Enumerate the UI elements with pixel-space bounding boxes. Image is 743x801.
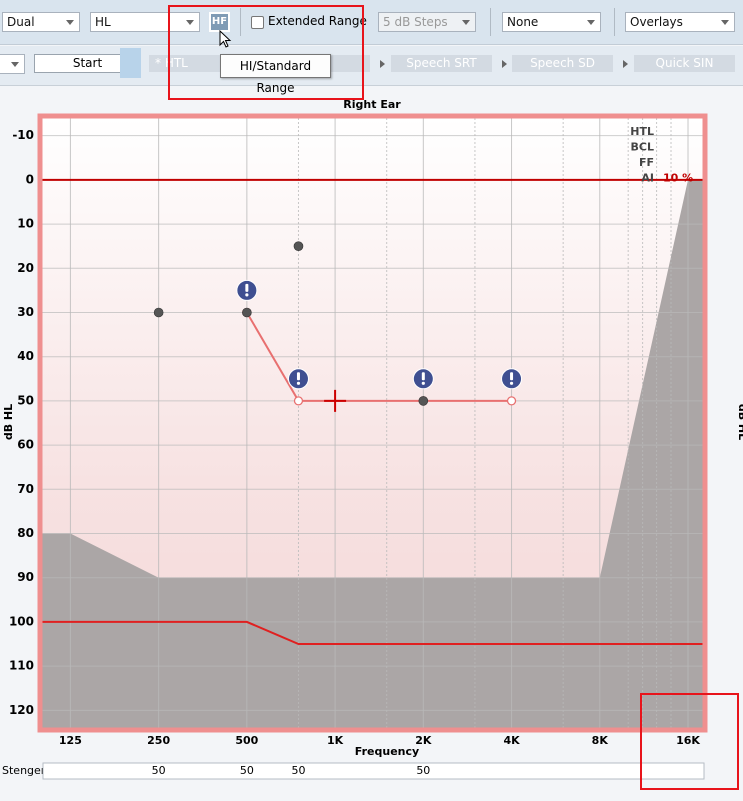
stenger-label: Stenger xyxy=(2,764,46,777)
extended-range-label[interactable]: Extended Range xyxy=(268,14,367,28)
y-tick-label: 40 xyxy=(17,349,34,363)
threshold-point xyxy=(153,307,164,318)
test-bar: Start * HTL Speech SRT Speech SD Quick S… xyxy=(0,46,743,86)
alert-glyph xyxy=(421,381,425,385)
reference-line xyxy=(42,620,703,646)
x-tick-label: 8K xyxy=(592,734,609,747)
x-tick-label: 1K xyxy=(327,734,344,747)
arrow xyxy=(380,60,385,68)
alert-glyph xyxy=(510,372,514,381)
dropdown[interactable] xyxy=(0,54,25,74)
y-tick-label: 100 xyxy=(9,614,34,628)
arrow xyxy=(502,60,507,68)
highlight-box xyxy=(640,693,739,790)
alert-glyph xyxy=(421,372,425,381)
legend-label: AI xyxy=(641,172,654,185)
alert-glyph xyxy=(296,381,301,385)
series-line xyxy=(245,311,512,402)
toolbar: Dual HL HF Extended Range 5 dB Steps Non… xyxy=(0,0,743,45)
y-tick-label: 120 xyxy=(9,703,34,717)
plot-frame xyxy=(37,113,708,733)
tab[interactable]: Speech SRT xyxy=(391,55,492,72)
x-tick-label: 16K xyxy=(676,734,700,747)
steps-dropdown: 5 dB Steps xyxy=(378,12,476,32)
tab[interactable]: Quick SIN xyxy=(634,55,735,72)
mode-dropdown[interactable]: Dual xyxy=(2,12,80,32)
alert-glyph xyxy=(296,372,300,381)
alert-glyph xyxy=(245,293,249,297)
alert-glyph xyxy=(509,381,514,385)
legend-label: BCL xyxy=(631,141,654,154)
cursor xyxy=(324,389,347,412)
y-tick-label: 110 xyxy=(9,659,34,673)
area xyxy=(42,179,703,728)
stenger-value: 50 xyxy=(416,764,430,777)
y-tick-label: 30 xyxy=(17,305,34,319)
stenger-value: 50 xyxy=(152,764,166,777)
y-axis-label: dB HL xyxy=(2,404,15,440)
y-tick-label: 90 xyxy=(17,570,34,584)
y-tick-label: 50 xyxy=(17,393,34,407)
y-tick-label: -10 xyxy=(12,128,34,142)
x-tick-label: 4K xyxy=(503,734,520,747)
series-marker xyxy=(506,396,517,406)
legend-label: FF xyxy=(639,156,654,169)
overlays-dropdown[interactable]: Overlays xyxy=(625,12,735,32)
x-tick-label: 500 xyxy=(235,734,258,747)
scale-dropdown[interactable]: HL xyxy=(90,12,200,32)
y-tick-label: 60 xyxy=(17,438,34,452)
y-axis-label-right: dB HL xyxy=(736,404,743,440)
masking-dropdown[interactable]: None xyxy=(502,12,601,32)
stenger-value: 50 xyxy=(291,764,305,777)
tooltip: HI/Standard Range xyxy=(220,54,331,95)
legend-label: HTL xyxy=(630,125,654,138)
arrow xyxy=(623,60,628,68)
threshold-point xyxy=(242,307,252,318)
y-tick-label: 80 xyxy=(17,526,34,540)
chart-title: Right Ear xyxy=(343,98,401,111)
x-tick-label: 125 xyxy=(59,734,82,747)
ai-value: 10 % xyxy=(663,172,693,185)
threshold-point xyxy=(418,396,429,406)
separator xyxy=(490,8,491,36)
tab[interactable]: Speech SD xyxy=(512,55,613,72)
y-tick-label: 0 xyxy=(26,172,34,186)
highlight-box xyxy=(168,5,364,100)
y-tick-label: 10 xyxy=(17,217,34,231)
threshold-point xyxy=(293,241,304,251)
x-tick-label: 2K xyxy=(415,734,432,747)
stenger-row xyxy=(42,762,705,780)
stenger-value: 50 xyxy=(240,764,254,777)
x-tick-label: 250 xyxy=(147,734,170,747)
mouse-cursor xyxy=(219,30,232,48)
series-marker xyxy=(293,396,304,406)
separator xyxy=(614,8,615,36)
y-tick-label: 70 xyxy=(17,482,34,496)
alert-glyph xyxy=(245,283,249,292)
x-axis-label: Frequency xyxy=(355,745,419,758)
extended-range-checkbox[interactable] xyxy=(251,16,264,29)
separator xyxy=(240,8,241,36)
indicator xyxy=(120,48,141,78)
y-tick-label: 20 xyxy=(17,261,34,275)
